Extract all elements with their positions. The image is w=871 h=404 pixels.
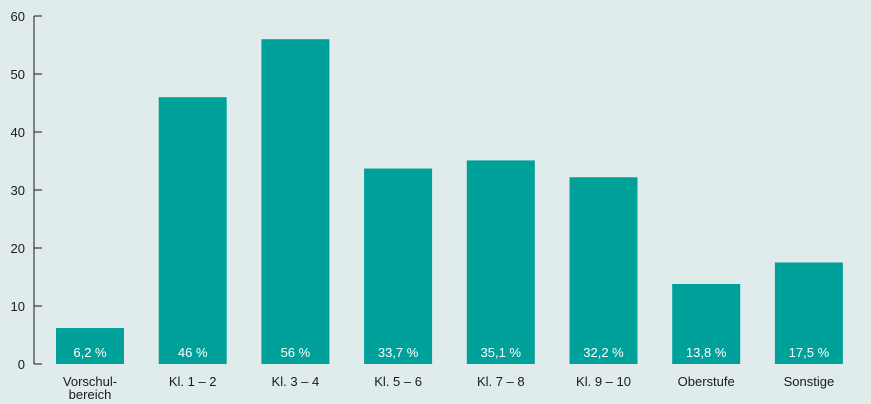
bar — [774, 262, 843, 364]
y-tick-label: 40 — [11, 125, 25, 140]
y-axis: 0 10 20 30 40 50 60 — [11, 9, 42, 372]
x-category-label: Kl. 9 – 10 — [576, 374, 631, 389]
y-tick-label: 60 — [11, 9, 25, 24]
x-category-label: Vorschul- — [63, 374, 117, 389]
bar-data-label: 6,2 % — [73, 345, 107, 360]
bar — [158, 97, 227, 364]
bar-data-label: 32,2 % — [583, 345, 624, 360]
bar — [569, 177, 638, 364]
bar — [261, 39, 330, 364]
bar-data-label: 35,1 % — [481, 345, 522, 360]
bar — [466, 160, 535, 364]
bar — [56, 328, 124, 364]
x-category-label: Sonstige — [784, 374, 835, 389]
bar-data-label: 17,5 % — [789, 345, 830, 360]
y-tick-label: 20 — [11, 241, 25, 256]
x-category-label: Kl. 7 – 8 — [477, 374, 525, 389]
bar-data-label: 13,8 % — [686, 345, 727, 360]
bars — [56, 39, 843, 364]
x-axis-labels: Vorschul-bereich Kl. 1 – 2 Kl. 3 – 4 Kl. 5 … — [63, 374, 834, 402]
bar-data-label: 33,7 % — [378, 345, 419, 360]
y-tick-label: 30 — [11, 183, 25, 198]
bar — [364, 168, 433, 364]
x-category-label: bereich — [69, 387, 112, 402]
y-tick-label: 10 — [11, 299, 25, 314]
x-category-label: Kl. 1 – 2 — [169, 374, 217, 389]
bar-data-label: 56 % — [281, 345, 311, 360]
x-category-label: Kl. 5 – 6 — [374, 374, 422, 389]
bar-data-labels: 6,2 % 46 % 56 % 33,7 % 35,1 % 32,2 % 13,8 % 17,… — [73, 345, 829, 360]
y-tick-label: 50 — [11, 67, 25, 82]
x-category-label: Oberstufe — [678, 374, 735, 389]
y-tick-label: 0 — [18, 357, 25, 372]
x-category-label: Kl. 3 – 4 — [272, 374, 320, 389]
bar — [672, 283, 741, 364]
bar-data-label: 46 % — [178, 345, 208, 360]
